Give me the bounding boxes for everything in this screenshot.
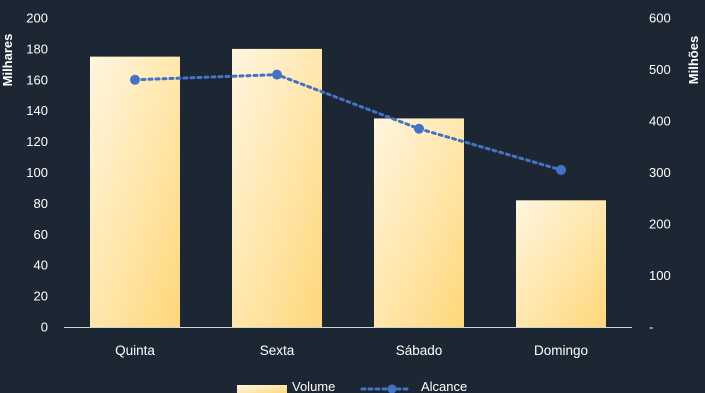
bar-quinta [90,56,180,327]
left-tick-label: 20 [34,289,48,304]
legend-alcance-marker [387,384,397,393]
volume-bars [90,48,606,328]
left-tick-label: 60 [34,227,48,242]
alcance-point-domingo [556,164,566,175]
category-label: Quinta [115,343,155,358]
category-label: Sábado [396,343,443,358]
legend-alcance-label: Alcance [421,379,467,393]
left-tick-label: 200 [26,11,48,26]
alcance-point-quinta [130,74,140,85]
left-tick-label: 40 [34,258,48,273]
legend: Volume Alcance [237,379,467,393]
left-tick-label: 80 [34,196,48,211]
bar-sexta [232,48,322,328]
alcance-point-sábado [414,123,424,134]
bar-sábado [374,118,464,327]
left-tick-label: 180 [26,41,48,56]
legend-volume-label: Volume [292,379,335,393]
right-axis-ticks: - 100 200 300 400 500 600 [649,11,671,335]
right-axis-title: Milhões [686,36,701,84]
left-tick-label: 0 [41,320,48,335]
alcance-point-sexta [272,69,282,80]
category-label: Domingo [534,343,588,358]
left-axis-ticks: 0 20 40 60 80 100 120 140 160 180 200 [26,11,48,335]
legend-volume-swatch [237,385,287,393]
category-labels: Quinta Sexta Sábado Domingo [115,343,588,358]
left-tick-label: 120 [26,134,48,149]
category-label: Sexta [260,343,295,358]
left-tick-label: 100 [26,165,48,180]
left-tick-label: 160 [26,72,48,87]
right-tick-label: 500 [649,62,671,77]
right-tick-label: - [649,320,653,335]
bar-domingo [516,200,606,327]
right-tick-label: 300 [649,165,671,180]
left-tick-label: 140 [26,103,48,118]
alcance-line-path [133,73,563,172]
left-axis-title: Milhares [0,34,15,87]
right-tick-label: 100 [649,268,671,283]
right-tick-label: 200 [649,217,671,232]
right-tick-label: 400 [649,114,671,129]
alcance-line [130,69,566,175]
right-tick-label: 600 [649,11,671,26]
